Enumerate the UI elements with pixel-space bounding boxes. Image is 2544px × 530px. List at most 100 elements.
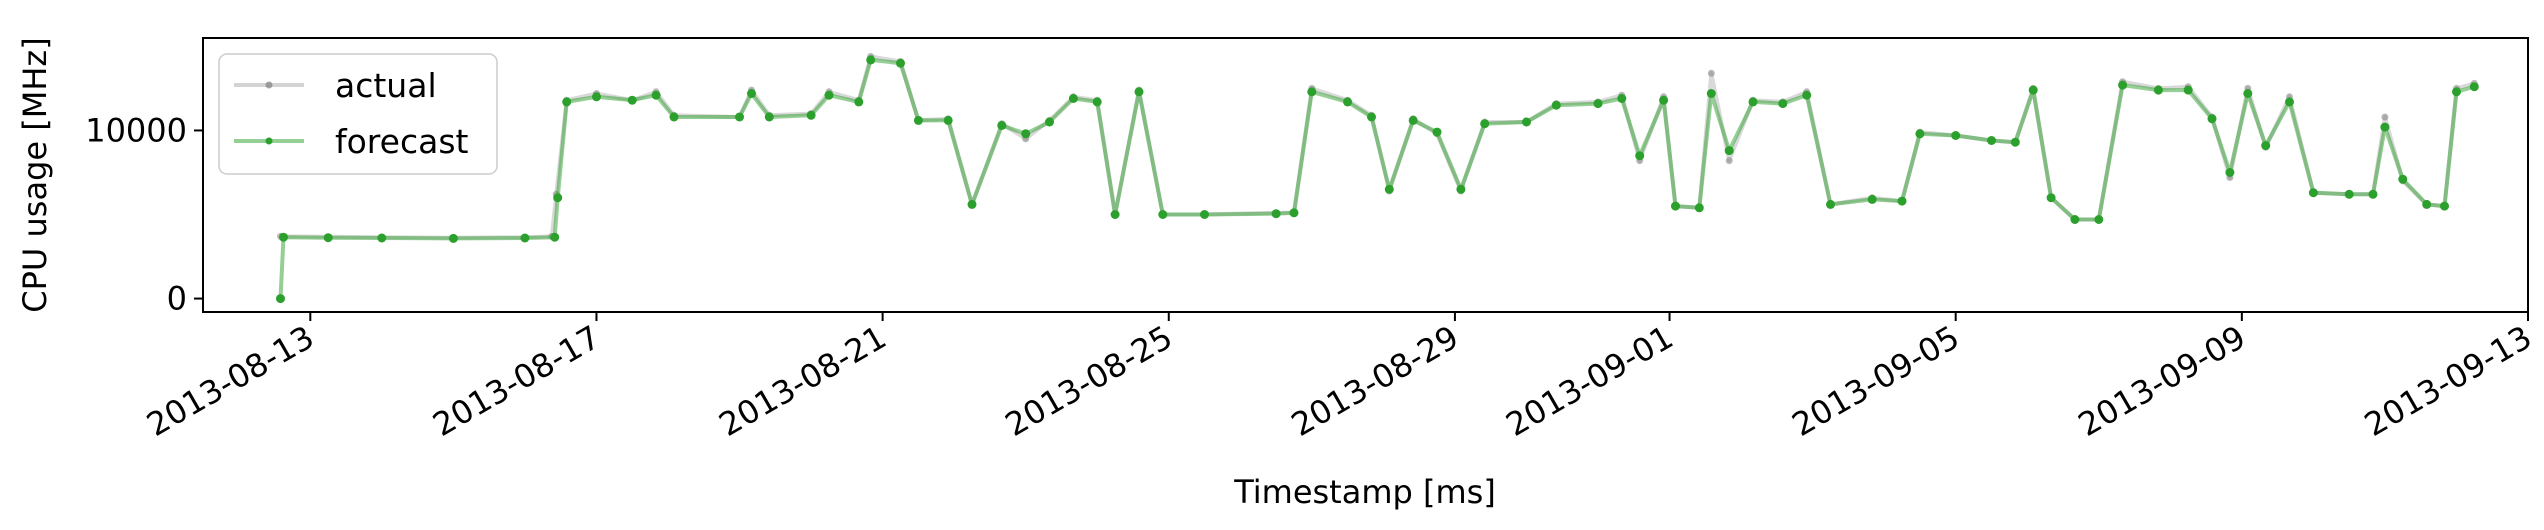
- legend: actual forecast: [218, 53, 498, 175]
- data-point-forecast: [1289, 208, 1299, 218]
- x-tick-label: 2013-08-21: [713, 318, 893, 444]
- data-point-forecast: [2380, 122, 2390, 132]
- data-point-forecast: [764, 112, 774, 122]
- data-point-forecast: [997, 120, 1007, 130]
- data-point-forecast: [747, 89, 756, 98]
- x-axis-label: Timestamp [ms]: [1233, 473, 1496, 511]
- data-point-forecast: [806, 110, 816, 120]
- data-point-forecast: [279, 232, 288, 242]
- data-point-forecast: [1480, 119, 1490, 129]
- data-point-forecast: [866, 55, 876, 65]
- data-point-forecast: [1694, 203, 1704, 213]
- data-point-forecast: [669, 112, 679, 122]
- data-point-forecast: [2243, 89, 2253, 98]
- data-point-forecast: [2398, 174, 2408, 184]
- data-point-forecast: [2070, 215, 2080, 224]
- data-point-forecast: [553, 193, 563, 203]
- plot-frame: [202, 37, 2529, 313]
- data-point-forecast: [1456, 184, 1466, 194]
- data-point-forecast: [1867, 194, 1877, 204]
- data-point-forecast: [2153, 85, 2163, 95]
- data-point-forecast: [377, 233, 387, 243]
- x-tick-label: 2013-09-09: [2072, 318, 2252, 444]
- x-tick-label: 2013-09-05: [1786, 318, 1966, 444]
- data-point-forecast: [1384, 184, 1394, 194]
- data-point-forecast: [323, 233, 333, 243]
- series-layer: [276, 53, 2479, 304]
- x-axis-ticks: 2013-08-13 2013-08-17 2013-08-21 2013-08-25…: [140, 312, 2538, 444]
- data-point-actual: [1725, 157, 1733, 165]
- data-point-forecast: [2225, 168, 2235, 177]
- data-point-forecast: [520, 233, 530, 243]
- data-point-forecast: [1307, 87, 1317, 97]
- data-point-forecast: [2207, 114, 2217, 124]
- data-point-forecast: [2344, 189, 2354, 199]
- data-point-forecast: [943, 115, 953, 125]
- data-point-forecast: [1110, 210, 1120, 219]
- data-point-forecast: [2046, 193, 2056, 203]
- data-point-forecast: [824, 90, 834, 100]
- y-tick-label: 0: [167, 280, 187, 318]
- data-point-forecast: [1724, 146, 1734, 156]
- data-point-forecast: [2183, 85, 2193, 95]
- x-tick-label: 2013-08-29: [1285, 318, 1465, 444]
- data-point-forecast: [913, 115, 923, 125]
- data-point-forecast: [1068, 94, 1078, 103]
- data-point-forecast: [2308, 188, 2318, 198]
- y-tick-label: 10000: [85, 111, 187, 149]
- x-tick-label: 2013-09-13: [2358, 318, 2538, 444]
- data-point-forecast: [2368, 189, 2378, 199]
- data-point-forecast: [651, 90, 661, 100]
- data-point-forecast: [448, 233, 458, 243]
- data-point-forecast: [1134, 87, 1144, 97]
- data-point-forecast: [2285, 97, 2294, 107]
- data-point-forecast: [2469, 82, 2479, 92]
- data-point-forecast: [1826, 199, 1835, 209]
- data-point-forecast: [1951, 131, 1961, 140]
- data-point-forecast: [627, 95, 637, 105]
- data-point-forecast: [2094, 215, 2104, 224]
- legend-label-actual: actual: [335, 66, 437, 105]
- data-point-forecast: [1200, 210, 1209, 219]
- legend-marker-forecast: [265, 137, 273, 145]
- data-point-forecast: [2261, 141, 2271, 151]
- y-axis-ticks: 0 10000: [85, 111, 203, 318]
- data-point-forecast: [854, 97, 864, 107]
- data-point-forecast: [1367, 112, 1376, 122]
- x-tick-label: 2013-08-17: [426, 318, 606, 444]
- data-point-forecast: [2028, 85, 2038, 95]
- x-tick-label: 2013-09-01: [1499, 318, 1679, 444]
- data-point-forecast: [562, 97, 572, 107]
- data-point-forecast: [1408, 115, 1418, 125]
- data-point-forecast: [592, 92, 601, 102]
- data-point-forecast: [1271, 209, 1281, 219]
- data-point-forecast: [1659, 95, 1669, 105]
- x-tick-label: 2013-08-25: [999, 318, 1179, 444]
- data-point-forecast: [1092, 97, 1102, 107]
- data-point-actual: [2381, 113, 2389, 121]
- legend-box: [218, 53, 498, 175]
- data-point-forecast: [1045, 117, 1054, 127]
- data-point-forecast: [1915, 129, 1925, 139]
- data-point-forecast: [1671, 201, 1680, 211]
- data-point-forecast: [1021, 129, 1031, 139]
- data-point-forecast: [2118, 80, 2128, 90]
- legend-marker-actual: [265, 81, 273, 89]
- data-point-forecast: [1987, 136, 1996, 145]
- data-point-forecast: [550, 232, 560, 242]
- data-point-forecast: [1706, 89, 1716, 98]
- legend-label-forecast: forecast: [335, 122, 469, 161]
- series-forecast: [276, 55, 2479, 304]
- data-point-forecast: [1158, 210, 1168, 219]
- data-point-forecast: [896, 58, 905, 68]
- data-point-forecast: [967, 199, 977, 209]
- data-point-forecast: [1897, 196, 1907, 206]
- x-tick-label: 2013-08-13: [140, 318, 320, 444]
- data-point-forecast: [1802, 90, 1812, 100]
- y-axis-label: CPU usage [MHz]: [16, 37, 54, 312]
- data-point-forecast: [1778, 99, 1788, 109]
- data-point-actual: [1707, 69, 1715, 77]
- data-point-forecast: [1432, 127, 1442, 137]
- data-point-forecast: [1551, 100, 1561, 110]
